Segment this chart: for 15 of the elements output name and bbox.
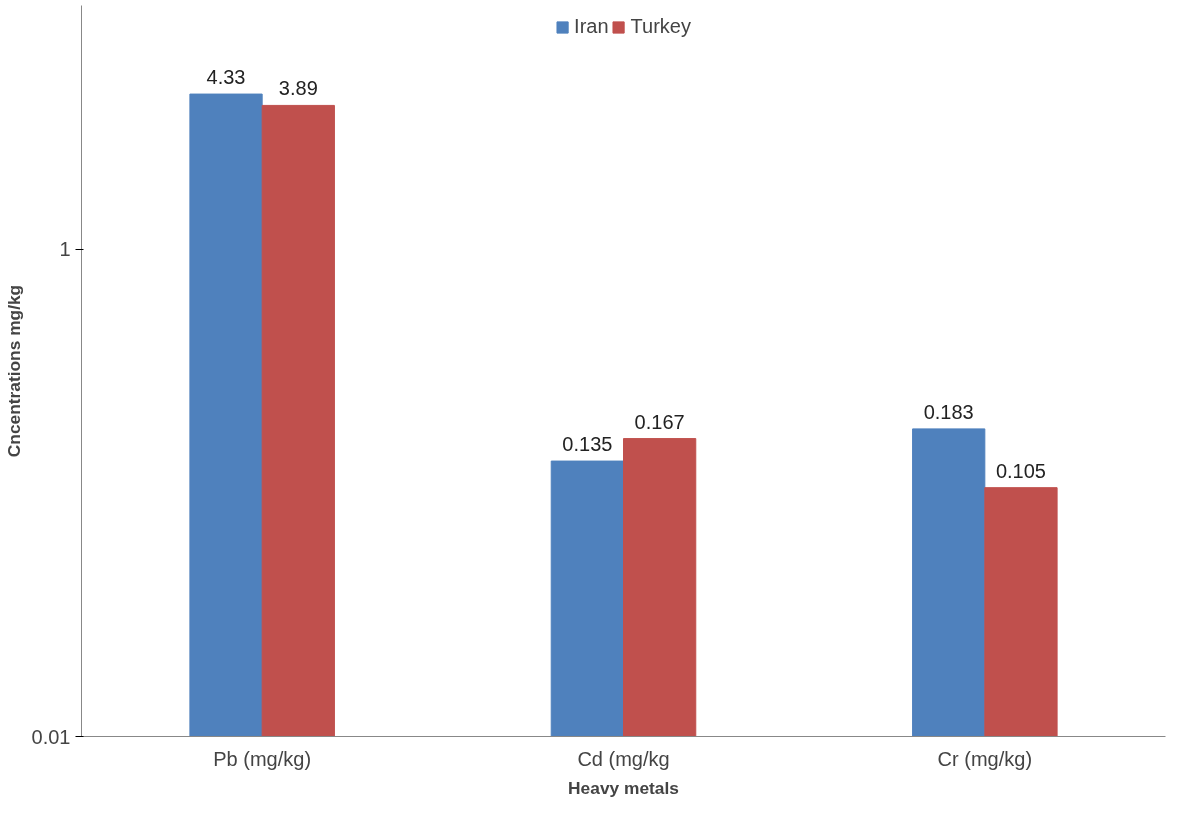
y-axis-title: Cncentrations mg/kg [3, 284, 24, 458]
x-tick-label: Cd (mg/kg [577, 747, 670, 770]
data-label: 3.89 [278, 77, 318, 100]
x-tick-label: Pb (mg/kg) [213, 747, 312, 770]
y-tick-label: 1 [59, 238, 71, 261]
legend-label: Iran [574, 15, 609, 38]
data-label: 0.167 [634, 410, 685, 433]
y-tick-label: 0.01 [31, 725, 71, 748]
x-axis-title: Heavy metals [568, 777, 679, 798]
data-label: 4.33 [206, 66, 246, 89]
x-tick-label: Cr (mg/kg) [937, 747, 1033, 770]
data-label: 0.135 [562, 433, 613, 456]
data-label: 0.105 [995, 459, 1046, 482]
legend-label: Turkey [630, 15, 691, 38]
data-label: 0.183 [923, 400, 974, 423]
